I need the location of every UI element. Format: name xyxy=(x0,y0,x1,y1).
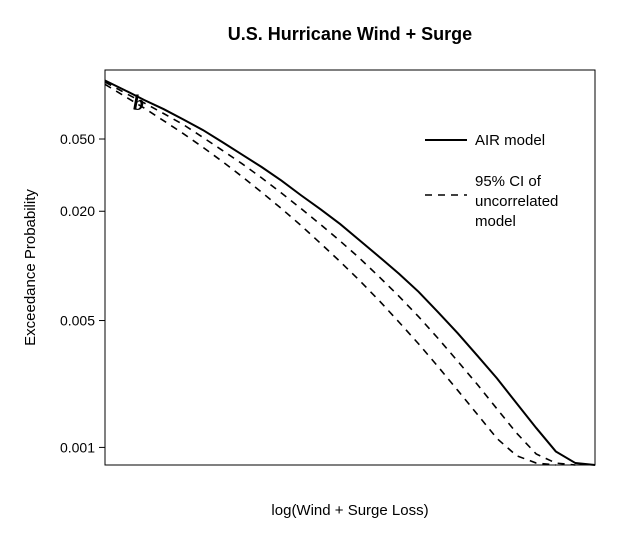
chart-title: U.S. Hurricane Wind + Surge xyxy=(228,24,472,44)
plot-frame xyxy=(105,70,595,465)
chart-svg: 0.001 0.005 0.020 0.050 Exceedance Probabili… xyxy=(0,0,641,558)
legend-label-ci-line: model xyxy=(475,213,516,230)
y-tick-label: 0.020 xyxy=(60,203,95,219)
y-tick-label: 0.001 xyxy=(60,439,95,455)
legend-label-ci-line: 95% CI of xyxy=(475,173,542,190)
y-tick-label: 0.005 xyxy=(60,313,95,329)
x-axis-label: log(Wind + Surge Loss) xyxy=(271,502,428,519)
y-axis-label: Exceedance Probability xyxy=(22,189,39,346)
chart-container: 0.001 0.005 0.020 0.050 Exceedance Probabili… xyxy=(0,0,641,558)
legend-label-ci-line: uncorrelated xyxy=(475,193,558,210)
y-tick-label: 0.050 xyxy=(60,131,95,147)
legend-label-air: AIR model xyxy=(475,132,545,149)
